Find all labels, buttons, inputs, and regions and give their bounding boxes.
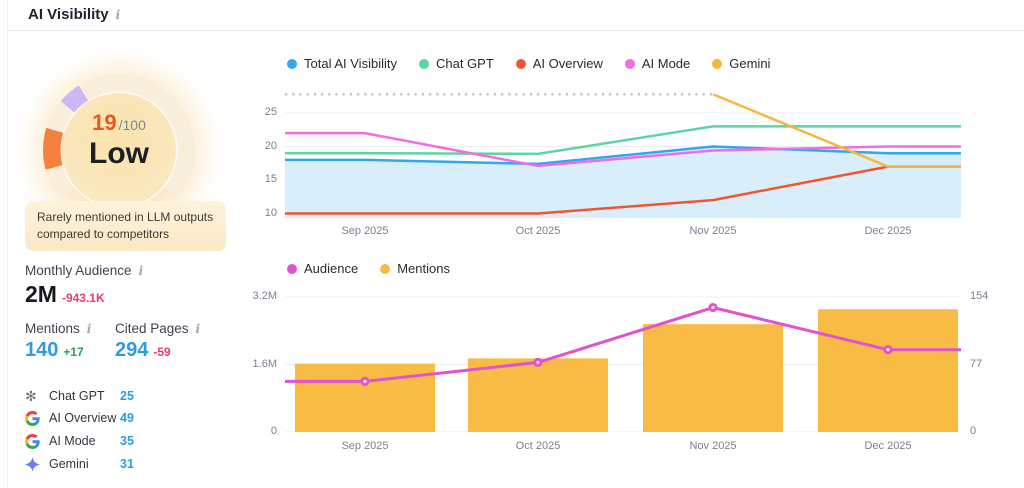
chatgpt-icon: ✻ bbox=[25, 388, 37, 404]
legend-item-chat-gpt[interactable]: Chat GPT bbox=[418, 56, 494, 71]
x-axis-tick-label: Oct 2025 bbox=[515, 225, 561, 237]
gauge-score: 19 bbox=[92, 110, 117, 135]
cited-pages-value[interactable]: 294 bbox=[115, 339, 149, 361]
visibility-legend: Total AI Visibility Chat GPT AI Overview… bbox=[287, 56, 770, 71]
legend-item-audience[interactable]: Audience bbox=[287, 261, 358, 276]
x-axis-tick-label: Dec 2025 bbox=[864, 225, 912, 237]
audience-mentions-plot bbox=[285, 296, 961, 433]
mentions-label: Mentions i bbox=[25, 321, 91, 336]
legend-label: Total AI Visibility bbox=[304, 56, 397, 71]
google-icon bbox=[25, 434, 40, 449]
cited-pages-value-row: 294 -59 bbox=[115, 339, 171, 362]
mentions-label-text: Mentions bbox=[25, 321, 80, 336]
info-icon[interactable]: i bbox=[195, 322, 201, 336]
x-axis-tick-label: Oct 2025 bbox=[515, 440, 561, 452]
legend-item-total-ai-visibility[interactable]: Total AI Visibility bbox=[287, 56, 397, 71]
cited-pages-label-text: Cited Pages bbox=[115, 321, 189, 336]
gemini-icon bbox=[25, 457, 40, 472]
gauge-text: 19/100 Low bbox=[43, 110, 195, 170]
platform-row-ai-overview[interactable]: AI Overview 49 bbox=[25, 410, 175, 428]
legend-dot bbox=[515, 58, 526, 69]
x-axis-tick-label: Sep 2025 bbox=[341, 440, 389, 452]
legend-item-ai-overview[interactable]: AI Overview bbox=[515, 56, 603, 71]
right-axis-tick-label: 154 bbox=[970, 290, 989, 302]
audience-point[interactable] bbox=[883, 345, 893, 355]
legend-label: AI Mode bbox=[641, 56, 691, 71]
visibility-plot bbox=[285, 92, 961, 218]
legend-dot bbox=[418, 58, 429, 69]
legend-label: Chat GPT bbox=[435, 56, 494, 71]
card-left-border bbox=[7, 0, 8, 488]
cited-pages-label: Cited Pages i bbox=[115, 321, 200, 336]
monthly-audience-delta: -943.1K bbox=[61, 291, 105, 305]
gauge-inner-disc bbox=[62, 93, 176, 207]
legend-dot bbox=[380, 263, 391, 274]
y-axis-tick-label: 10 bbox=[264, 206, 277, 219]
page-title-text: AI Visibility bbox=[28, 6, 109, 23]
mentions-bar[interactable] bbox=[643, 324, 783, 432]
info-icon[interactable]: i bbox=[86, 322, 92, 336]
legend-label: Gemini bbox=[729, 56, 771, 71]
page-title: AI Visibility i bbox=[28, 6, 120, 23]
mentions-value[interactable]: 140 bbox=[25, 339, 59, 361]
platform-row-chatgpt[interactable]: ✻ Chat GPT 25 bbox=[25, 388, 175, 406]
legend-dot bbox=[624, 58, 635, 69]
audience-point[interactable] bbox=[708, 302, 718, 313]
legend-dot bbox=[287, 58, 297, 69]
mentions-bar[interactable] bbox=[468, 358, 608, 432]
x-axis-tick-label: Nov 2025 bbox=[689, 440, 737, 452]
y-axis-tick-label: 25 bbox=[264, 106, 277, 118]
monthly-audience-value-row: 2M -943.1K bbox=[25, 281, 105, 308]
x-axis-tick-label: Sep 2025 bbox=[341, 225, 389, 237]
google-icon bbox=[25, 411, 40, 426]
legend-item-gemini[interactable]: Gemini bbox=[712, 56, 770, 71]
left-axis-tick-label: 1.6M bbox=[252, 357, 277, 370]
platform-name: Gemini bbox=[49, 457, 89, 471]
cited-pages-delta: -59 bbox=[153, 345, 171, 359]
gauge-level: Low bbox=[89, 137, 149, 170]
platform-name: AI Overview bbox=[49, 411, 117, 425]
x-axis-tick-label: Dec 2025 bbox=[864, 440, 912, 452]
widget-header: AI Visibility i bbox=[8, 0, 1024, 31]
legend-label: Mentions bbox=[397, 261, 450, 276]
platform-value: 49 bbox=[120, 411, 134, 425]
info-icon[interactable]: i bbox=[115, 8, 121, 22]
right-axis-tick-label: 77 bbox=[970, 357, 983, 370]
audience-point[interactable] bbox=[360, 376, 370, 386]
platform-row-gemini[interactable]: Gemini 31 bbox=[25, 456, 175, 474]
legend-label: Audience bbox=[304, 261, 359, 276]
visibility-line-chart: 10 15 20 25 Sep 2025 Oct 2025 Nov 2025 Dec 2025 bbox=[265, 84, 961, 244]
monthly-audience-label-text: Monthly Audience bbox=[25, 263, 132, 278]
legend-dot bbox=[287, 263, 297, 274]
monthly-audience-label: Monthly Audience i bbox=[25, 263, 143, 278]
mentions-bar[interactable] bbox=[295, 363, 435, 432]
legend-item-mentions[interactable]: Mentions bbox=[380, 261, 450, 276]
audience-mentions-legend: Audience Mentions bbox=[287, 261, 450, 276]
mentions-delta: +17 bbox=[63, 345, 84, 359]
mentions-bar[interactable] bbox=[818, 309, 958, 432]
legend-dot bbox=[712, 58, 723, 69]
platform-value: 35 bbox=[120, 434, 134, 448]
info-icon[interactable]: i bbox=[138, 264, 144, 278]
platform-name: AI Mode bbox=[49, 434, 96, 448]
platform-row-ai-mode[interactable]: AI Mode 35 bbox=[25, 433, 175, 451]
platform-value: 25 bbox=[120, 389, 134, 403]
right-axis-tick-label: 0 bbox=[970, 425, 977, 437]
legend-label: AI Overview bbox=[532, 56, 603, 71]
audience-mentions-chart: 0 0 1.6M 77 3.2M 154 Sep 2025 Oct 2025 Nov 2025 D… bbox=[253, 290, 989, 465]
monthly-audience-value: 2M bbox=[25, 281, 57, 307]
y-axis-tick-label: 15 bbox=[264, 173, 277, 185]
left-axis-tick-label: 3.2M bbox=[252, 290, 277, 302]
audience-point[interactable] bbox=[533, 357, 543, 367]
gauge-score-max: /100 bbox=[118, 117, 146, 133]
y-axis-tick-label: 20 bbox=[264, 139, 277, 152]
platform-name: Chat GPT bbox=[49, 389, 105, 403]
legend-item-ai-mode[interactable]: AI Mode bbox=[624, 56, 691, 71]
left-axis-tick-label: 0 bbox=[270, 425, 277, 437]
gauge-description: Rarely mentioned in LLM outputs compared… bbox=[25, 201, 226, 251]
mentions-value-row: 140 +17 bbox=[25, 339, 84, 362]
x-axis-tick-label: Nov 2025 bbox=[689, 225, 737, 237]
platform-value: 31 bbox=[120, 457, 134, 471]
